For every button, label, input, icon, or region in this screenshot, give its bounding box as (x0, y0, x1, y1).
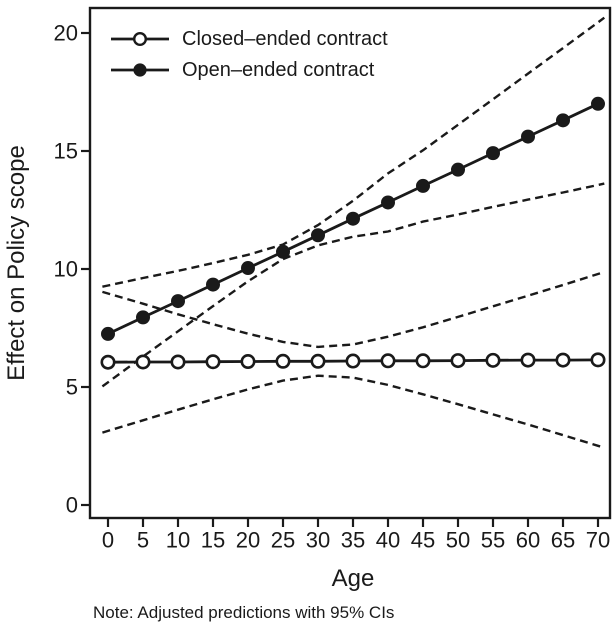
legend: Closed–ended contract Open–ended contract (111, 28, 388, 81)
filled-circle-marker-open-ended-contract (346, 211, 360, 226)
x-tick-label: 40 (376, 528, 400, 553)
y-tick-label: 20 (54, 21, 78, 46)
y-axis-title: Effect on Policy scope (3, 145, 30, 381)
open-circle-marker-closed-ended-contract (275, 353, 291, 369)
legend-label: Closed–ended contract (182, 28, 388, 50)
x-tick-label: 65 (551, 528, 575, 553)
open-circle-icon (132, 32, 147, 47)
y-tick-label: 10 (54, 257, 78, 282)
legend-label: Open–ended contract (182, 59, 375, 81)
x-tick-label: 25 (271, 528, 295, 553)
x-tick-label: 5 (137, 528, 149, 553)
x-tick-label: 35 (341, 528, 365, 553)
ci-upper-line-open-ended-contract (102, 16, 606, 288)
x-tick-label: 15 (201, 528, 225, 553)
plot-frame (88, 6, 612, 520)
open-circle-marker-closed-ended-contract (100, 354, 116, 370)
open-circle-marker-closed-ended-contract (485, 352, 501, 368)
x-tick-label: 30 (306, 528, 330, 553)
filled-circle-marker-open-ended-contract (276, 244, 290, 259)
y-tick-label: 15 (54, 139, 78, 164)
open-circle-marker-closed-ended-contract (520, 352, 536, 368)
filled-circle-icon (133, 63, 147, 77)
x-tick-label: 20 (236, 528, 260, 553)
x-tick-label: 50 (446, 528, 470, 553)
filled-circle-marker-open-ended-contract (521, 129, 535, 144)
open-circle-marker-closed-ended-contract (205, 354, 221, 370)
filled-circle-marker-open-ended-contract (311, 228, 325, 243)
x-tick-label: 45 (411, 528, 435, 553)
open-circle-marker-closed-ended-contract (415, 353, 431, 369)
legend-item-closed-ended-contract: Closed–ended contract (111, 28, 388, 50)
open-circle-marker-closed-ended-contract (135, 354, 151, 370)
filled-circle-marker-open-ended-contract (416, 178, 430, 193)
filled-circle-marker-open-ended-contract (451, 162, 465, 177)
open-circle-marker-closed-ended-contract (380, 353, 396, 369)
filled-circle-marker-open-ended-contract (101, 326, 115, 341)
open-circle-marker-closed-ended-contract (590, 352, 606, 368)
x-tick-label: 60 (516, 528, 540, 553)
ci-lower-line-open-ended-contract (101, 182, 605, 388)
filled-circle-marker-open-ended-contract (136, 310, 150, 325)
x-tick-label: 55 (481, 528, 505, 553)
figure-note: Note: Adjusted predictions with 95% CIs (93, 603, 394, 622)
ci-upper-line-closed-ended-contract (102, 270, 605, 349)
filled-circle-marker-open-ended-contract (591, 96, 605, 111)
open-circle-marker-closed-ended-contract (345, 353, 361, 369)
open-circle-marker-closed-ended-contract (555, 352, 571, 368)
open-circle-marker-closed-ended-contract (450, 353, 466, 369)
x-tick-label: 70 (586, 528, 610, 553)
x-tick-label: 0 (102, 528, 114, 553)
open-circle-marker-closed-ended-contract (170, 354, 186, 370)
y-tick-label: 5 (66, 375, 78, 400)
open-circle-marker-closed-ended-contract (240, 354, 256, 370)
filled-circle-marker-open-ended-contract (241, 261, 255, 276)
filled-circle-marker-open-ended-contract (486, 146, 500, 161)
filled-circle-marker-open-ended-contract (171, 294, 185, 309)
filled-circle-marker-open-ended-contract (556, 113, 570, 128)
ci-lower-line-closed-ended-contract (102, 374, 605, 449)
y-tick-label: 0 (66, 493, 78, 518)
x-tick-label: 10 (166, 528, 190, 553)
legend-item-open-ended-contract: Open–ended contract (111, 59, 375, 81)
x-axis-title: Age (332, 565, 375, 592)
filled-circle-marker-open-ended-contract (206, 277, 220, 292)
open-circle-marker-closed-ended-contract (310, 353, 326, 369)
filled-circle-marker-open-ended-contract (381, 195, 395, 210)
